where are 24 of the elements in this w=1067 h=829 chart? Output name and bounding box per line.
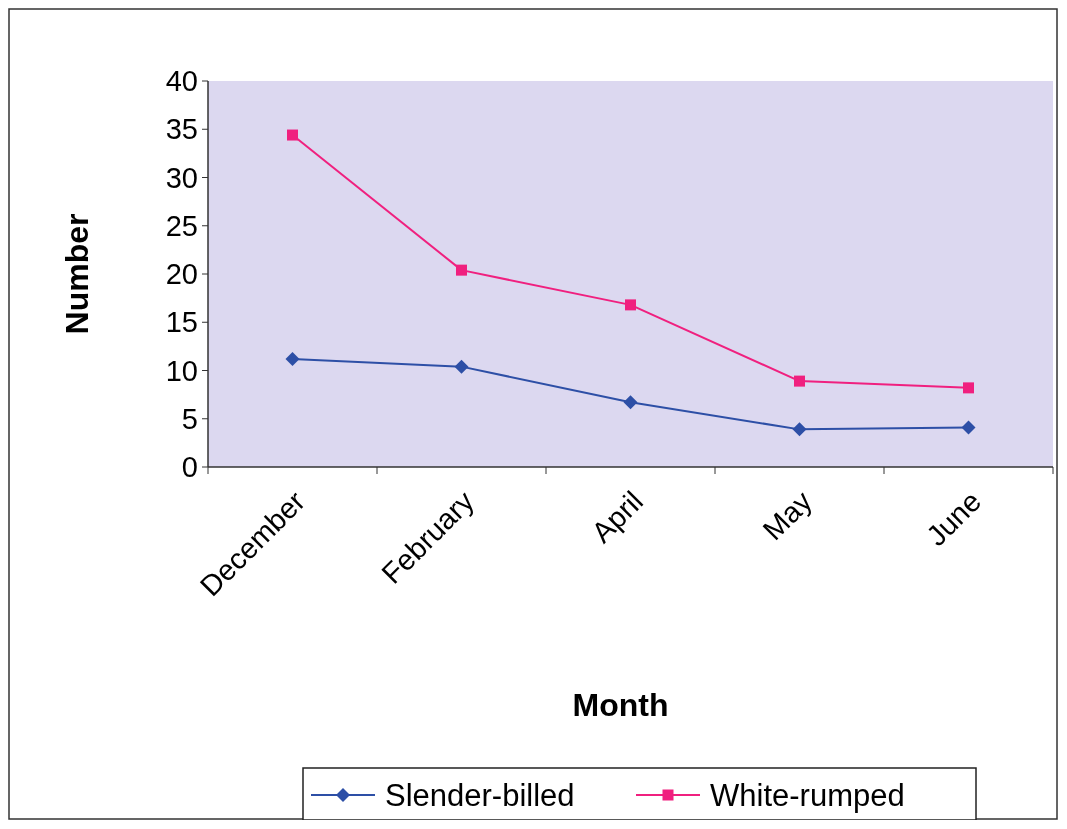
- y-tick-label: 0: [181, 451, 198, 484]
- y-tick-label: 20: [165, 258, 198, 291]
- y-tick-label: 40: [165, 65, 198, 98]
- point: [623, 395, 638, 410]
- y-axis-title: Number: [59, 213, 95, 335]
- legend-label: Slender-billed: [385, 777, 575, 813]
- point: [961, 420, 976, 435]
- y-tick-label: 5: [181, 402, 198, 435]
- y-tick-label: 15: [165, 306, 198, 339]
- point: [454, 359, 469, 374]
- x-axis-title: Month: [572, 687, 669, 723]
- point: [456, 264, 467, 276]
- point: [287, 129, 298, 141]
- point: [963, 382, 974, 394]
- x-tick-label: May: [756, 484, 819, 547]
- point: [625, 299, 636, 311]
- point: [285, 351, 300, 366]
- point: [794, 375, 805, 387]
- y-tick-label: 35: [165, 113, 198, 146]
- y-tick-label: 10: [165, 354, 198, 387]
- y-tick-label: 30: [165, 161, 198, 194]
- y-tick-label: 25: [165, 209, 198, 242]
- point: [792, 422, 807, 437]
- legend-label: White-rumped: [710, 777, 905, 813]
